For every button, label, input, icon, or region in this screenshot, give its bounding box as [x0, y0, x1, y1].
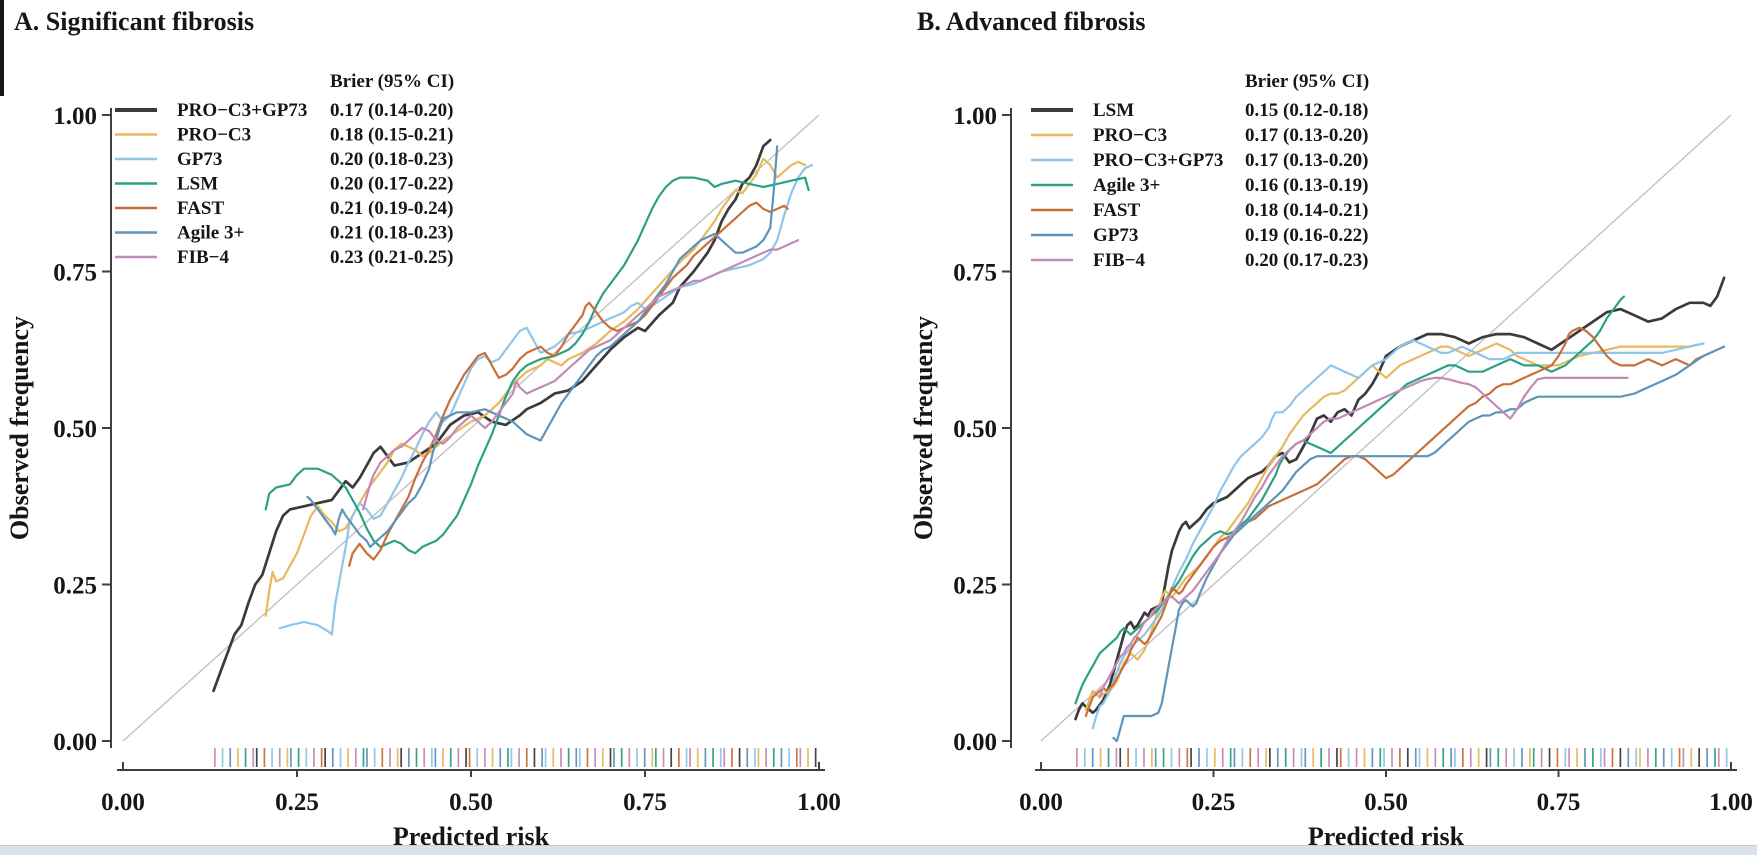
legend-series-label: FIB−4 — [1093, 250, 1145, 271]
series-line-agile-3- — [306, 145, 779, 549]
legend-brier-value: 0.17 (0.13-0.20) — [1245, 125, 1368, 146]
bottom-strip — [0, 845, 1757, 855]
legend-brier-value: 0.17 (0.13-0.20) — [1245, 150, 1368, 171]
legend-brier-header: Brier (95% CI) — [330, 71, 454, 92]
x-tick-label: 0.50 — [449, 789, 493, 816]
series-line-gp73 — [1112, 345, 1726, 743]
y-axis-title: Observed frequency — [5, 316, 34, 540]
series-line-pro-c3 — [1084, 342, 1705, 711]
x-tick-label: 0.75 — [1537, 789, 1581, 816]
x-tick-label: 0.25 — [275, 789, 319, 816]
calibration-chart-advanced-fibrosis: B. Advanced fibrosis1.000.750.500.250.00… — [909, 7, 1753, 851]
legend-series-label: Agile 3+ — [177, 223, 244, 244]
legend-series-label: LSM — [1093, 100, 1134, 121]
panel-advanced-fibrosis: B. Advanced fibrosis 1.00 0.75 0.50 0.25 0.00… — [879, 0, 1757, 855]
x-tick-label: 0.00 — [1019, 789, 1063, 816]
legend-series-label: FAST — [1093, 200, 1140, 221]
panel-significant-fibrosis: A. Significant fibrosis 1.00 0.75 0.50 0.25 0… — [0, 0, 878, 855]
legend-series-label: LSM — [177, 174, 218, 195]
x-tick-label: 0.50 — [1364, 789, 1408, 816]
y-axis: 1.00 0.75 0.50 0.25 0.00 — [53, 103, 112, 756]
predicted-risk-rug — [1076, 748, 1728, 767]
series-curves — [212, 138, 814, 693]
legend-brier-value: 0.23 (0.21-0.25) — [330, 247, 453, 268]
y-tick-label: 0.75 — [53, 260, 97, 287]
series-line-pro-c3 — [264, 157, 807, 617]
series-line-lsm — [1074, 276, 1726, 721]
y-tick-label: 0.75 — [953, 260, 997, 287]
legend-series-label: GP73 — [1093, 225, 1138, 246]
series-line-fib-4 — [362, 239, 800, 511]
series-line-agile-3- — [1074, 295, 1626, 705]
legend-series-label: PRO−C3+GP73 — [1093, 150, 1223, 171]
x-tick-label: 1.00 — [1709, 789, 1753, 816]
predicted-risk-rug — [214, 748, 817, 767]
legend-series-label: GP73 — [177, 149, 222, 170]
legend-brier-value: 0.20 (0.18-0.23) — [330, 149, 453, 170]
legend-brier-value: 0.19 (0.16-0.22) — [1245, 225, 1368, 246]
series-curves — [1074, 276, 1726, 743]
panel-a-title: A. Significant fibrosis — [14, 7, 254, 36]
x-tick-label: 0.25 — [1192, 789, 1236, 816]
y-tick-label: 0.00 — [953, 729, 997, 756]
legend-brier-value: 0.20 (0.17-0.22) — [330, 174, 453, 195]
legend-brier-value: 0.20 (0.17-0.23) — [1245, 250, 1368, 271]
y-tick-label: 0.25 — [953, 573, 997, 600]
x-tick-label: 0.00 — [101, 789, 145, 816]
screen-edge-artifact — [0, 0, 4, 96]
y-axis: 1.00 0.75 0.50 0.25 0.00 — [953, 103, 1012, 756]
x-axis: 0.00 0.25 0.50 0.75 1.00 — [1019, 762, 1753, 816]
legend-brier-value: 0.15 (0.12-0.18) — [1245, 100, 1368, 121]
panel-b-title: B. Advanced fibrosis — [917, 7, 1146, 36]
series-line-fib-4 — [1098, 376, 1629, 699]
legend-brier-value: 0.18 (0.14-0.21) — [1245, 200, 1368, 221]
legend-series-label: PRO−C3+GP73 — [177, 100, 307, 121]
y-tick-label: 0.00 — [53, 729, 97, 756]
diagonal-reference-line — [1040, 114, 1732, 742]
legend-series-label: PRO−C3 — [1093, 125, 1167, 146]
legend-series-label: FAST — [177, 198, 224, 219]
series-line-pro-c3-gp73 — [1091, 339, 1705, 730]
y-axis-title: Observed frequency — [909, 316, 938, 540]
x-tick-label: 1.00 — [797, 789, 841, 816]
y-tick-label: 1.00 — [953, 103, 997, 130]
y-tick-label: 0.50 — [53, 416, 97, 443]
x-tick-label: 0.75 — [623, 789, 667, 816]
x-axis: 0.00 0.25 0.50 0.75 1.00 — [101, 762, 841, 816]
y-tick-label: 0.50 — [953, 416, 997, 443]
legend-series-label: FIB−4 — [177, 247, 229, 268]
legend: Brier (95% CI) PRO−C3+GP73 0.17 (0.14-0.20… — [115, 71, 454, 268]
legend: Brier (95% CI) LSM 0.15 (0.12-0.18) PRO−C3 0… — [1031, 71, 1369, 271]
series-line-lsm — [264, 176, 810, 555]
legend-brier-header: Brier (95% CI) — [1245, 71, 1369, 92]
diagonal-reference-line — [122, 114, 820, 742]
legend-brier-value: 0.21 (0.18-0.23) — [330, 223, 453, 244]
legend-brier-value: 0.18 (0.15-0.21) — [330, 125, 453, 146]
series-line-pro-c3-gp73 — [212, 138, 772, 693]
y-tick-label: 1.00 — [53, 103, 97, 130]
legend-series-label: Agile 3+ — [1093, 175, 1160, 196]
legend-brier-value: 0.21 (0.19-0.24) — [330, 198, 453, 219]
series-line-fast — [1084, 326, 1705, 718]
legend-brier-value: 0.17 (0.14-0.20) — [330, 100, 453, 121]
y-tick-label: 0.25 — [53, 573, 97, 600]
calibration-chart-significant-fibrosis: A. Significant fibrosis1.000.750.500.250… — [5, 7, 841, 851]
legend-series-label: PRO−C3 — [177, 125, 251, 146]
legend-brier-value: 0.16 (0.13-0.19) — [1245, 175, 1368, 196]
